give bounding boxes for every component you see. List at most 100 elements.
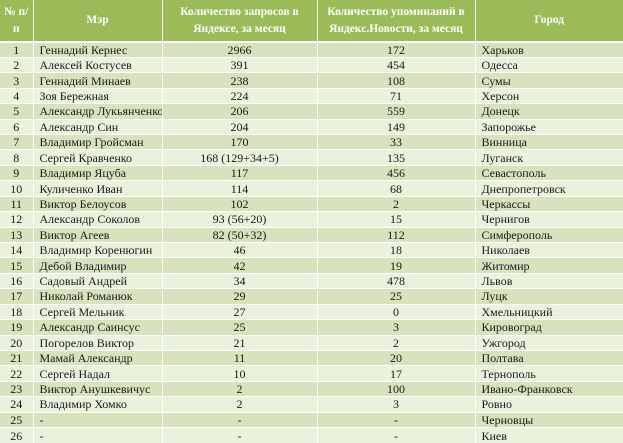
cell-mayor: - (32, 427, 163, 443)
cell-mayor: Погорелов Виктор (32, 334, 163, 351)
cell-index: 9 (0, 164, 34, 182)
table-row: 7 Владимир Гройсман 170 33 Винница (0, 134, 623, 151)
header-row: № п/п Мэр Количество запросов в Яндексе,… (0, 0, 623, 43)
cell-mayor: Владимир Яцуба (32, 164, 163, 182)
table-row: 12 Александр Соколов 93 (56+20) 15 Чернигов (0, 211, 623, 228)
cell-city: Черновцы (474, 411, 623, 429)
cell-index: 14 (0, 241, 34, 259)
cell-city: Кировоград (474, 319, 623, 336)
cell-index: 8 (0, 149, 34, 166)
cell-city: Донецк (474, 103, 623, 120)
cell-city: Луганск (474, 149, 623, 166)
cell-queries: 46 (161, 241, 318, 259)
cell-index: 3 (0, 72, 34, 89)
cell-mentions: 3 (316, 396, 476, 413)
table-row: 3 Геннадий Минаев 238 108 Сумы (0, 72, 623, 89)
cell-city: Сумы (474, 72, 623, 89)
cell-mayor: Сергей Кравченко (32, 149, 163, 166)
cell-queries: 27 (161, 303, 318, 321)
table-row: 17 Николай Романюк 29 25 Луцк (0, 288, 623, 305)
table-row: 9 Владимир Яцуба 117 456 Севастополь (0, 164, 623, 182)
cell-mayor: Виктор Белоусов (32, 195, 163, 213)
cell-city: Херсон (474, 87, 623, 105)
cell-mentions: 25 (316, 288, 476, 305)
cell-city: Черкассы (474, 195, 623, 213)
cell-mentions: 149 (316, 118, 476, 136)
table-row: 16 Садовый Андрей 34 478 Львов (0, 272, 623, 290)
cell-index: 20 (0, 334, 34, 351)
cell-city: Тернополь (474, 365, 623, 382)
cell-city: Львов (474, 272, 623, 290)
cell-queries: - (161, 411, 318, 429)
cell-index: 16 (0, 272, 34, 290)
cell-mayor: Владимир Коренюгин (32, 241, 163, 259)
table-row: 10 Куличенко Иван 114 68 Днепропетровск (0, 180, 623, 197)
cell-city: Запорожье (474, 118, 623, 136)
cell-queries: 206 (161, 103, 318, 120)
cell-mentions: 33 (316, 134, 476, 151)
table-body: 1 Геннадий Кернес 2966 172 Харьков 2 Алексей К… (0, 41, 623, 443)
cell-index: 19 (0, 319, 34, 336)
cell-mentions: 135 (316, 149, 476, 166)
cell-index: 2 (0, 56, 34, 74)
cell-mentions: 18 (316, 241, 476, 259)
cell-queries: 93 (56+20) (161, 211, 318, 228)
table-row: 15 Дебой Владимир 42 19 Житомир (0, 257, 623, 274)
cell-queries: 11 (161, 349, 318, 367)
cell-index: 25 (0, 411, 34, 429)
cell-mentions: 2 (316, 195, 476, 213)
cell-mayor: Владимир Хомко (32, 396, 163, 413)
cell-index: 10 (0, 180, 34, 197)
table-row: 25- - - Черновцы (0, 411, 623, 429)
cell-city: Луцк (474, 288, 623, 305)
cell-queries: 21 (161, 334, 318, 351)
cell-index: 26 (0, 427, 34, 443)
cell-queries: 29 (161, 288, 318, 305)
cell-index: 7 (0, 134, 34, 151)
cell-mayor: Геннадий Минаев (32, 72, 163, 89)
column-header-mayor: Мэр (32, 0, 163, 43)
table-row: 2 Алексей Костусев 391 454 Одесса (0, 56, 623, 74)
cell-index: 1 (0, 41, 34, 58)
table-row: 23 Виктор Анушкевичус 2 100 Ивано-Франковск (0, 380, 623, 398)
cell-index: 5 (0, 103, 34, 120)
cell-mayor: Сергей Надал (32, 365, 163, 382)
cell-queries: 168 (129+34+5) (161, 149, 318, 166)
cell-mayor: Мамай Александр (32, 349, 163, 367)
cell-mentions: 100 (316, 380, 476, 398)
cell-mentions: - (316, 411, 476, 429)
cell-mentions: 68 (316, 180, 476, 197)
cell-mentions: 19 (316, 257, 476, 274)
table-row: 22 Сергей Надал 10 17 Тернополь (0, 365, 623, 382)
cell-queries: - (161, 427, 318, 443)
column-header-index: № п/п (0, 0, 34, 43)
table-row: 26- - - Киев (0, 427, 623, 443)
cell-mentions: 108 (316, 72, 476, 89)
cell-index: 17 (0, 288, 34, 305)
table-row: 14 Владимир Коренюгин 46 18 Николаев (0, 241, 623, 259)
table-row: 4 Зоя Бережная 224 71 Херсон (0, 87, 623, 105)
cell-queries: 2 (161, 380, 318, 398)
cell-city: Ужгород (474, 334, 623, 351)
cell-queries: 224 (161, 87, 318, 105)
cell-mayor: Александр Лукьянченко (32, 103, 163, 120)
cell-city: Житомир (474, 257, 623, 274)
cell-mentions: 71 (316, 87, 476, 105)
table-row: 8 Сергей Кравченко 168 (129+34+5) 135 Луганс… (0, 149, 623, 166)
cell-mentions: 20 (316, 349, 476, 367)
cell-queries: 114 (161, 180, 318, 197)
cell-queries: 2 (161, 396, 318, 413)
cell-mentions: 0 (316, 303, 476, 321)
cell-queries: 117 (161, 164, 318, 182)
cell-mayor: Зоя Бережная (32, 87, 163, 105)
column-header-queries: Количество запросов в Яндексе, за месяц (161, 0, 318, 43)
table-row: 20 Погорелов Виктор 21 2 Ужгород (0, 334, 623, 351)
cell-index: 11 (0, 195, 34, 213)
cell-mayor: Садовый Андрей (32, 272, 163, 290)
cell-queries: 42 (161, 257, 318, 274)
table-row: 13 Виктор Агеев 82 (50+32) 112 Симферополь (0, 226, 623, 243)
cell-queries: 82 (50+32) (161, 226, 318, 243)
cell-queries: 102 (161, 195, 318, 213)
cell-index: 18 (0, 303, 34, 321)
cell-mayor: Сергей Мельник (32, 303, 163, 321)
